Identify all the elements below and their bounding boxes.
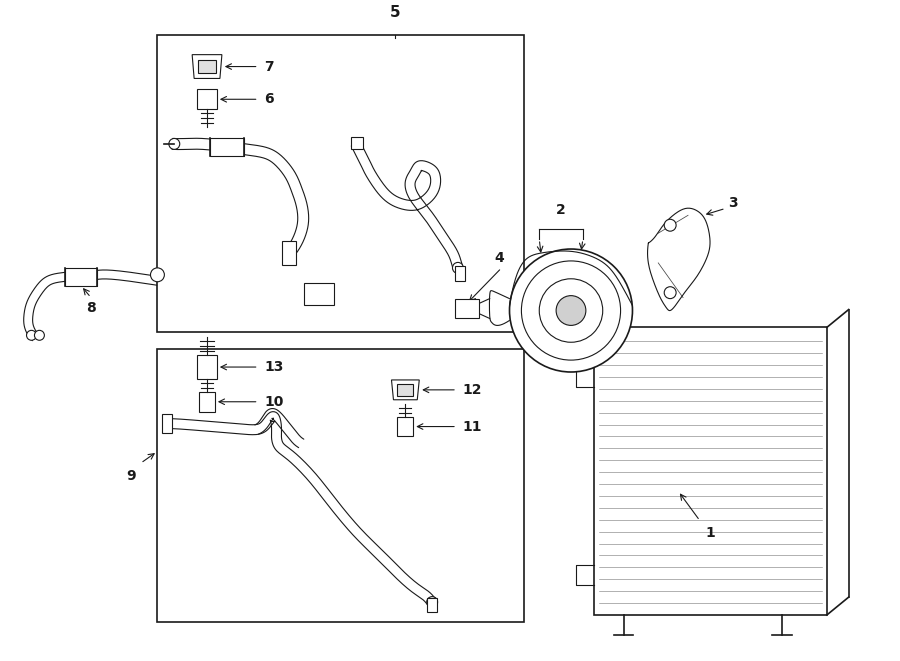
Circle shape <box>150 268 165 282</box>
Bar <box>65 268 97 286</box>
Text: 11: 11 <box>463 420 482 434</box>
Text: 10: 10 <box>265 395 284 408</box>
Bar <box>158 35 525 332</box>
Bar <box>198 59 216 73</box>
Circle shape <box>664 219 676 231</box>
Bar <box>428 598 437 612</box>
Bar <box>594 327 827 615</box>
Text: 1: 1 <box>705 525 715 539</box>
Bar <box>197 355 217 379</box>
Text: 5: 5 <box>390 5 400 20</box>
Bar <box>210 138 244 156</box>
Circle shape <box>427 597 437 607</box>
Text: 3: 3 <box>728 196 737 210</box>
Bar <box>197 89 217 109</box>
Circle shape <box>34 330 44 340</box>
Bar <box>283 241 296 265</box>
Circle shape <box>509 249 633 372</box>
Text: 4: 4 <box>495 251 505 265</box>
Polygon shape <box>192 55 222 79</box>
Text: 13: 13 <box>265 360 284 374</box>
Circle shape <box>521 261 621 360</box>
Circle shape <box>556 295 586 325</box>
Bar <box>398 384 413 396</box>
Bar <box>158 349 525 622</box>
Circle shape <box>664 287 676 299</box>
Text: 8: 8 <box>86 301 96 315</box>
Bar <box>304 283 334 305</box>
Circle shape <box>169 138 180 149</box>
Text: 6: 6 <box>265 93 274 106</box>
Circle shape <box>26 330 36 340</box>
Bar <box>351 137 363 149</box>
Bar <box>162 414 172 434</box>
Bar <box>455 299 479 319</box>
Text: 12: 12 <box>463 383 482 397</box>
Text: 2: 2 <box>556 204 566 217</box>
Polygon shape <box>392 380 419 400</box>
Bar <box>398 416 413 436</box>
Bar <box>455 266 465 281</box>
Circle shape <box>453 262 464 274</box>
Text: 9: 9 <box>126 469 136 483</box>
Circle shape <box>539 279 603 342</box>
Text: 7: 7 <box>265 59 274 73</box>
Bar <box>199 392 215 412</box>
